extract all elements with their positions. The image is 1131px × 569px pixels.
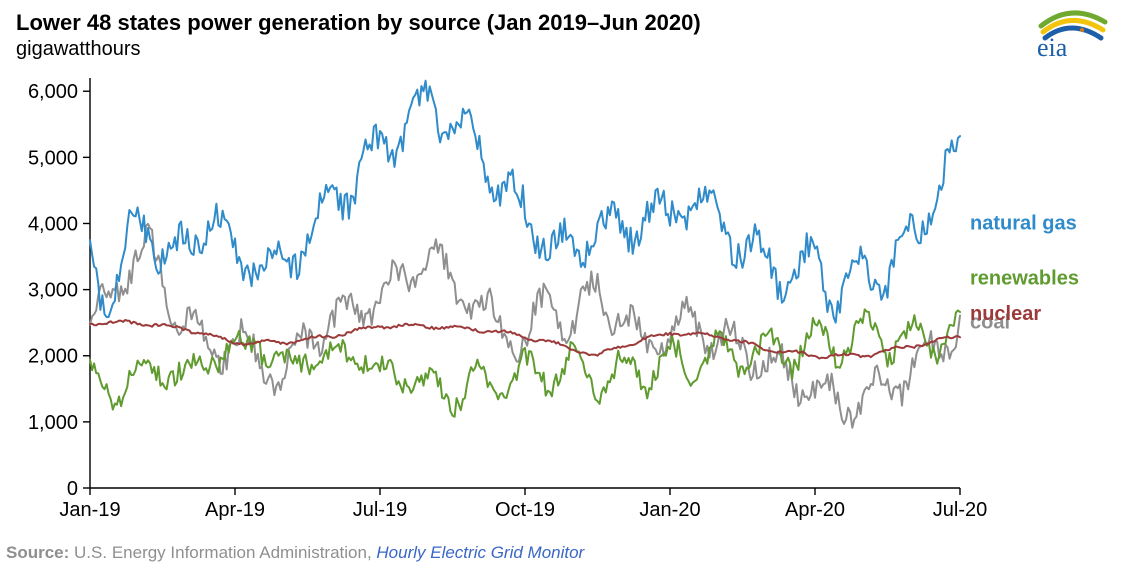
eia-logo: eia xyxy=(1031,8,1111,58)
source-label: Source: xyxy=(6,543,74,562)
series-label-natural_gas: natural gas xyxy=(970,212,1077,234)
svg-text:Jan-20: Jan-20 xyxy=(639,499,700,521)
source-link[interactable]: Hourly Electric Grid Monitor xyxy=(376,543,584,562)
svg-text:Apr-20: Apr-20 xyxy=(785,499,845,521)
svg-text:Oct-19: Oct-19 xyxy=(495,499,555,521)
svg-text:Jan-19: Jan-19 xyxy=(59,499,120,521)
series-coal xyxy=(90,224,960,428)
chart-plot: 01,0002,0003,0004,0005,0006,000Jan-19Apr… xyxy=(90,78,960,488)
series-renewables xyxy=(90,309,960,416)
svg-text:Jul-20: Jul-20 xyxy=(933,499,987,521)
svg-text:eia: eia xyxy=(1037,33,1068,58)
svg-text:2,000: 2,000 xyxy=(28,346,78,368)
svg-text:0: 0 xyxy=(67,478,78,500)
svg-text:6,000: 6,000 xyxy=(28,81,78,103)
svg-text:1,000: 1,000 xyxy=(28,412,78,434)
svg-text:Apr-19: Apr-19 xyxy=(205,499,265,521)
chart-title: Lower 48 states power generation by sour… xyxy=(16,10,701,36)
series-natural_gas xyxy=(90,81,960,323)
source-org: U.S. Energy Information Administration, xyxy=(74,543,376,562)
svg-text:5,000: 5,000 xyxy=(28,147,78,169)
series-label-nuclear: nuclear xyxy=(970,303,1041,325)
chart-container: Lower 48 states power generation by sour… xyxy=(0,0,1131,569)
source-line: Source: U.S. Energy Information Administ… xyxy=(6,543,584,563)
series-label-renewables: renewables xyxy=(970,268,1079,290)
svg-text:Jul-19: Jul-19 xyxy=(353,499,407,521)
chart-subtitle: gigawatthours xyxy=(16,38,141,61)
svg-text:4,000: 4,000 xyxy=(28,213,78,235)
svg-text:3,000: 3,000 xyxy=(28,280,78,302)
